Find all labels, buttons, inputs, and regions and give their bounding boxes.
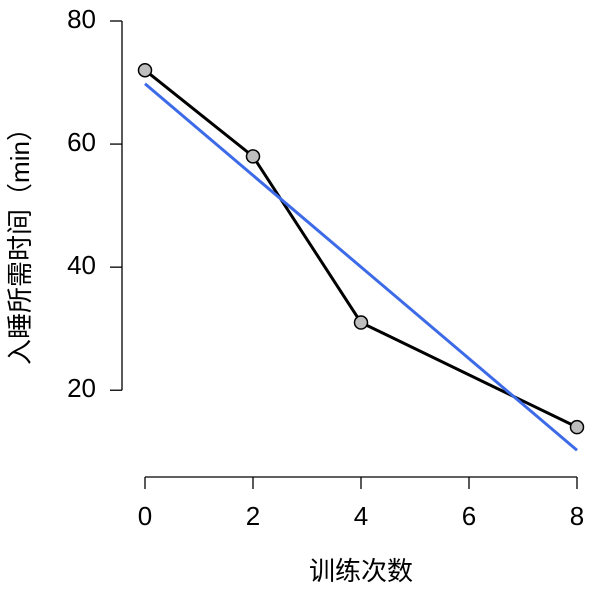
x-tick-label: 4 (354, 501, 368, 531)
y-tick-label: 20 (67, 373, 96, 403)
x-tick-label: 6 (462, 501, 476, 531)
data-point (137, 62, 153, 78)
series-line (144, 82, 578, 452)
data-point (245, 149, 261, 164)
x-tick-label: 0 (138, 501, 152, 531)
series-line (144, 69, 578, 429)
y-tick-label: 80 (67, 4, 96, 34)
x-tick-label: 2 (246, 501, 260, 531)
x-axis-title: 训练次数 (309, 556, 413, 586)
data-point (353, 315, 369, 330)
x-tick-label: 8 (570, 501, 584, 531)
y-tick-label: 40 (67, 250, 96, 280)
y-axis-title: 入睡所需时间（min） (5, 115, 35, 365)
y-tick-label: 60 (67, 127, 96, 157)
data-point (569, 419, 585, 435)
